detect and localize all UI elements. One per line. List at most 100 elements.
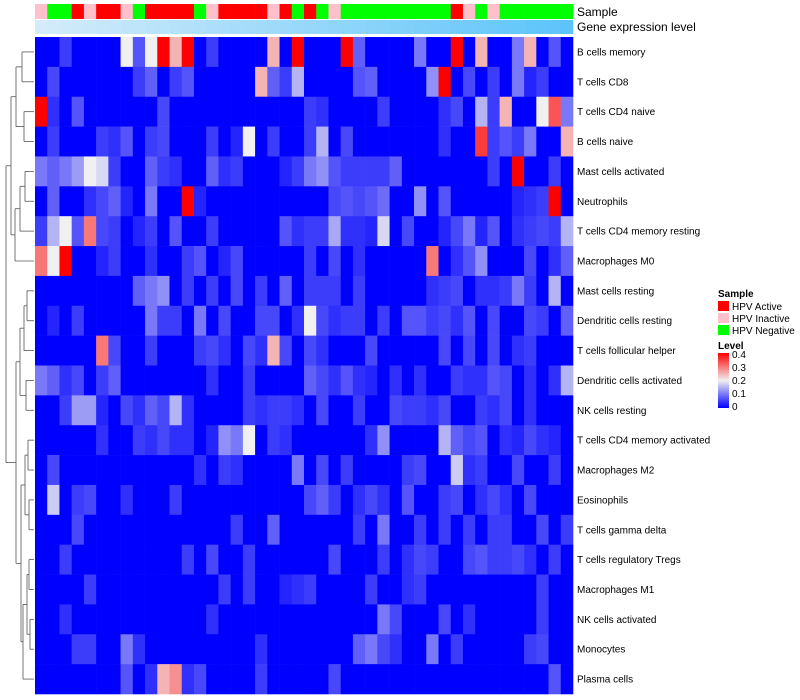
heatmap-cell [340,634,354,665]
heatmap-cell [145,455,158,486]
heatmap-cell [524,455,537,486]
heatmap-cell [145,425,158,456]
heatmap-cell [132,186,146,217]
heatmap-cell [389,305,403,336]
heatmap-cell [450,604,464,635]
sample-track-cell [145,4,158,19]
heatmap-cell [145,275,158,307]
heatmap-cell [279,126,293,157]
heatmap-cell [316,216,329,247]
heatmap-cell [389,246,403,277]
heatmap-cell [316,37,329,68]
heatmap-cell [169,66,183,98]
heatmap-cell [145,156,158,187]
heatmap-cell [377,395,390,426]
heatmap-cell [401,664,415,695]
heatmap-cell [157,365,170,396]
heatmap-cell [401,425,415,456]
gene-track-cell [365,20,378,34]
heatmap-cell [316,365,329,396]
heatmap-cell [35,634,48,665]
heatmap-cell [365,96,378,127]
heatmap-cell [59,544,72,575]
gene-track-cell [352,20,366,34]
heatmap-cell [365,216,378,247]
heatmap-cell [242,484,256,516]
heatmap-cell [401,574,415,605]
heatmap-cell [340,395,354,426]
heatmap-cell [450,544,464,575]
heatmap-cell [304,395,317,426]
heatmap-cell [71,156,85,187]
heatmap-cell [230,156,244,187]
heatmap-cell [524,126,537,157]
heatmap-cell [59,66,72,98]
heatmap-cell [59,216,72,247]
heatmap-cell [206,335,219,366]
heatmap-cell [59,156,72,187]
heatmap-cell [279,634,293,665]
heatmap-cell [218,246,231,277]
heatmap-cell [193,186,207,217]
heatmap-cell [218,544,231,575]
heatmap-cell [83,604,97,635]
heatmap-cell [71,246,85,277]
heatmap-cell [340,186,354,217]
heatmap-cell [560,126,574,157]
heatmap-cell [499,664,513,695]
heatmap-cell [47,425,60,456]
heatmap-cell [414,604,427,635]
heatmap-cell [414,156,427,187]
heatmap-cell [377,246,390,277]
heatmap-cell [59,574,72,605]
heatmap-cell [279,365,293,396]
heatmap-cell [352,216,366,247]
heatmap-cell [340,365,354,396]
heatmap-cell [169,544,183,575]
heatmap-cell [157,335,170,366]
heatmap-cell [181,395,195,426]
heatmap-cell [279,455,293,486]
heatmap-cell [193,365,207,396]
heatmap-cell [242,126,256,157]
heatmap-cell [414,66,427,98]
gene-track-cell [242,20,256,34]
heatmap-cell [47,484,60,516]
heatmap-cell [132,126,146,157]
heatmap-cell [291,275,305,307]
heatmap-cell [242,514,256,545]
heatmap-cell [340,246,354,277]
heatmap-cell [548,425,562,456]
heatmap-cell [352,37,366,68]
sample-track-cell [389,4,403,19]
heatmap-cell [352,455,366,486]
row-label: Mast cells resting [577,286,654,297]
gene-track-cell [206,20,219,34]
heatmap-cell [401,395,415,426]
heatmap-cell [47,365,60,396]
heatmap-cell [328,246,341,277]
heatmap-cell [218,455,231,486]
gene-track-cell [450,20,464,34]
heatmap-cell [267,335,280,366]
heatmap-cell [145,246,158,277]
heatmap-cell [255,604,268,635]
heatmap-cell [169,37,183,68]
heatmap-cell [193,66,207,98]
heatmap-cell [414,216,427,247]
heatmap-cell [108,66,121,98]
heatmap-cell [255,37,268,68]
heatmap-cell [328,514,341,545]
heatmap-cell [438,37,452,68]
heatmap-cell [132,335,146,366]
heatmap-cell [475,425,488,456]
heatmap-cell [389,484,403,516]
heatmap-cell [426,455,439,486]
gene-track-cell [47,20,60,34]
heatmap-cell [108,96,121,127]
row-label: T cells CD4 memory resting [577,227,700,238]
heatmap-cell [279,156,293,187]
gene-track-cell [340,20,354,34]
heatmap-cell [120,634,134,665]
heatmap-cell [157,66,170,98]
